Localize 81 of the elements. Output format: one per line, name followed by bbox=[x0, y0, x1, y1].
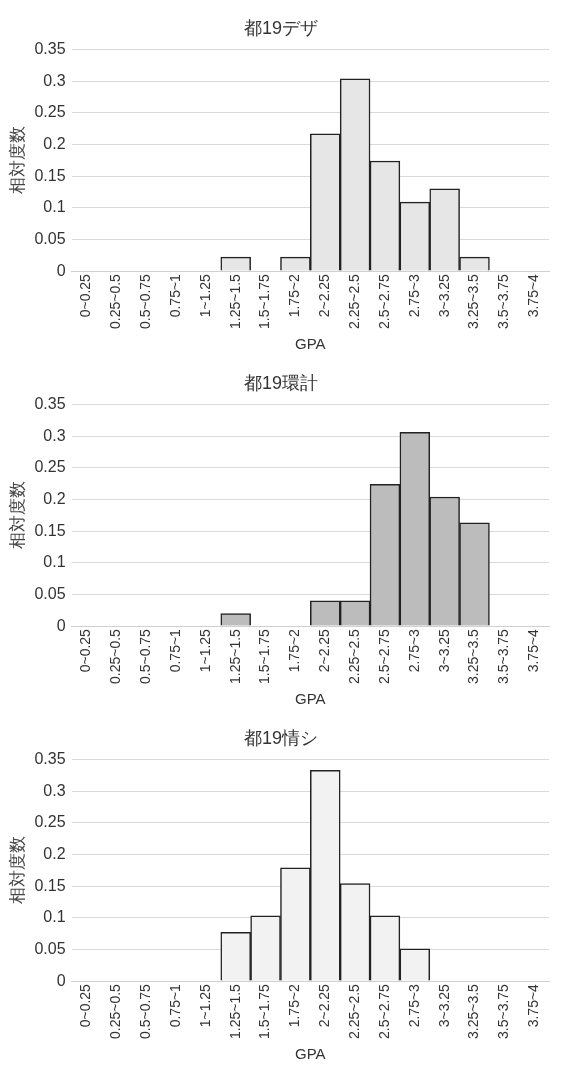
y-tick-label: 0 bbox=[56, 971, 66, 989]
x-tick-label: 3.75~4 bbox=[525, 983, 542, 1028]
x-tick-label: 2.75~3 bbox=[405, 628, 422, 673]
x-tick-label: 1.5~1.75 bbox=[256, 273, 273, 329]
x-axis-title: GPA bbox=[295, 1045, 326, 1063]
x-tick-label: 3~3.25 bbox=[435, 628, 452, 673]
y-axis-title: 相対度数 bbox=[7, 126, 27, 195]
y-tick-label: 0.1 bbox=[43, 198, 66, 216]
y-tick-label: 0.05 bbox=[34, 584, 66, 602]
x-tick-label: 3.25~3.5 bbox=[465, 273, 482, 329]
x-tick-label: 3.25~3.5 bbox=[465, 628, 482, 684]
y-tick-label: 0.3 bbox=[43, 71, 66, 89]
chart-title: 都19デザ bbox=[243, 17, 319, 38]
y-tick-label: 0.05 bbox=[34, 229, 66, 247]
x-tick-label: 2.25~2.5 bbox=[345, 628, 362, 684]
x-tick-label: 0.75~1 bbox=[166, 983, 183, 1028]
x-tick-label: 0.5~0.75 bbox=[137, 273, 154, 329]
y-tick-label: 0.15 bbox=[34, 876, 66, 894]
x-tick-label: 0~0.25 bbox=[77, 628, 94, 673]
x-tick-label: 3.5~3.75 bbox=[495, 273, 512, 329]
x-tick-label: 3.75~4 bbox=[525, 273, 542, 318]
x-tick-label: 1.25~1.5 bbox=[226, 273, 243, 329]
y-tick-label: 0.2 bbox=[43, 134, 66, 152]
x-tick-label: 1.75~2 bbox=[286, 983, 303, 1028]
x-tick-label: 2.75~3 bbox=[405, 983, 422, 1028]
x-tick-label: 1.5~1.75 bbox=[256, 983, 273, 1039]
y-axis-title: 相対度数 bbox=[7, 481, 27, 550]
y-tick-label: 0.35 bbox=[34, 395, 66, 413]
y-tick-label: 0 bbox=[56, 261, 66, 279]
x-axis-title: GPA bbox=[295, 690, 326, 708]
y-tick-label: 0.05 bbox=[34, 939, 66, 957]
x-tick-label: 2.5~2.75 bbox=[375, 983, 392, 1039]
x-tick-label: 0~0.25 bbox=[77, 273, 94, 318]
x-tick-label: 3.25~3.5 bbox=[465, 983, 482, 1039]
x-tick-label: 1.5~1.75 bbox=[256, 628, 273, 684]
x-tick-label: 2~2.25 bbox=[316, 273, 333, 318]
y-tick-label: 0.2 bbox=[43, 844, 66, 862]
y-tick-label: 0.3 bbox=[43, 781, 66, 799]
y-tick-label: 0.25 bbox=[34, 103, 66, 121]
y-tick-label: 0.25 bbox=[34, 458, 66, 476]
y-tick-label: 0.1 bbox=[43, 908, 66, 926]
x-tick-label: 3~3.25 bbox=[435, 273, 452, 318]
x-axis-title: GPA bbox=[295, 335, 326, 353]
x-tick-label: 3.5~3.75 bbox=[495, 628, 512, 684]
x-tick-label: 2.25~2.5 bbox=[345, 983, 362, 1039]
y-tick-label: 0.3 bbox=[43, 426, 66, 444]
x-tick-label: 1~1.25 bbox=[196, 628, 213, 673]
x-tick-label: 1.25~1.5 bbox=[226, 983, 243, 1039]
y-tick-label: 0.15 bbox=[34, 521, 66, 539]
x-tick-label: 2.5~2.75 bbox=[375, 628, 392, 684]
x-tick-label: 0.5~0.75 bbox=[137, 983, 154, 1039]
x-tick-label: 1.75~2 bbox=[286, 628, 303, 673]
y-tick-label: 0 bbox=[56, 616, 66, 634]
x-tick-label: 2.75~3 bbox=[405, 273, 422, 318]
x-tick-label: 2~2.25 bbox=[316, 628, 333, 673]
x-tick-label: 0.75~1 bbox=[166, 628, 183, 673]
chart-title: 都19環計 bbox=[243, 372, 319, 393]
x-tick-label: 3.75~4 bbox=[525, 628, 542, 673]
x-tick-label: 1.25~1.5 bbox=[226, 628, 243, 684]
y-tick-label: 0.1 bbox=[43, 553, 66, 571]
y-tick-label: 0.35 bbox=[34, 40, 66, 58]
x-tick-label: 2.5~2.75 bbox=[375, 273, 392, 329]
x-tick-label: 0.5~0.75 bbox=[137, 628, 154, 684]
x-tick-label: 2.25~2.5 bbox=[345, 273, 362, 329]
x-tick-label: 3.5~3.75 bbox=[495, 983, 512, 1039]
x-tick-label: 1~1.25 bbox=[196, 273, 213, 318]
y-tick-label: 0.2 bbox=[43, 489, 66, 507]
x-tick-label: 0.25~0.5 bbox=[107, 628, 124, 684]
y-axis-title: 相対度数 bbox=[7, 836, 27, 905]
x-tick-label: 2~2.25 bbox=[316, 983, 333, 1028]
x-tick-label: 0.25~0.5 bbox=[107, 273, 124, 329]
x-tick-label: 0.75~1 bbox=[166, 273, 183, 318]
y-tick-label: 0.35 bbox=[34, 750, 66, 768]
x-tick-label: 1.75~2 bbox=[286, 273, 303, 318]
x-tick-label: 3~3.25 bbox=[435, 983, 452, 1028]
chart-title: 都19情シ bbox=[243, 727, 319, 748]
x-tick-label: 0.25~0.5 bbox=[107, 983, 124, 1039]
x-tick-label: 1~1.25 bbox=[196, 983, 213, 1028]
x-tick-label: 0~0.25 bbox=[77, 983, 94, 1028]
y-tick-label: 0.25 bbox=[34, 813, 66, 831]
y-tick-label: 0.15 bbox=[34, 166, 66, 184]
